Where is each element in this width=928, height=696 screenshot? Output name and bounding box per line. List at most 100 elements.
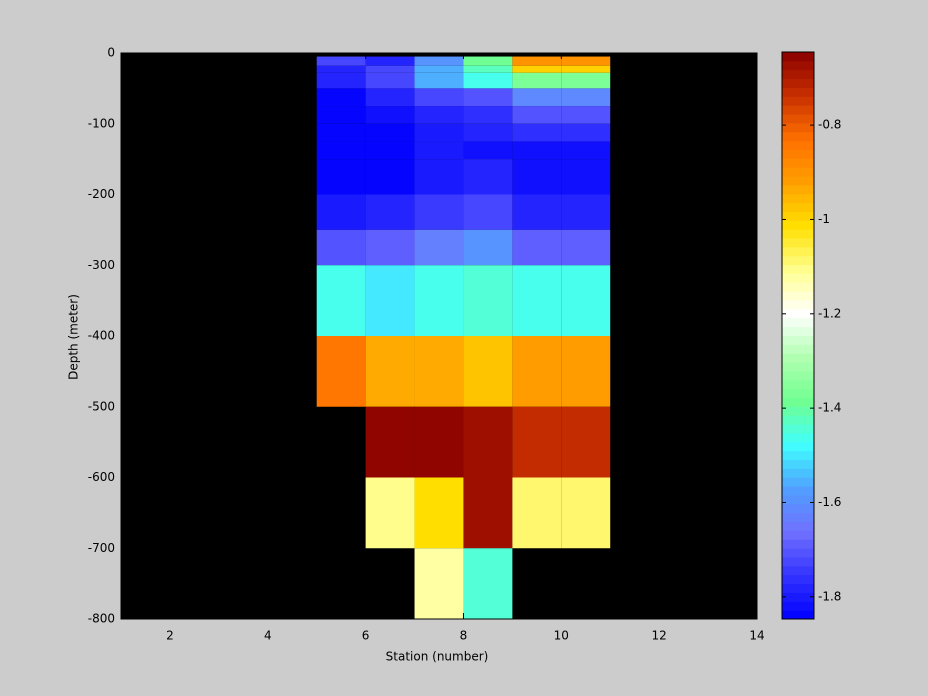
colorbar-tick-label: -1.6 (818, 495, 841, 509)
colorbar-band (782, 52, 814, 62)
heatmap-cell (463, 477, 513, 549)
colorbar-band (782, 69, 814, 80)
colorbar-band (782, 255, 814, 266)
heatmap-cell (316, 88, 366, 107)
heatmap-cell (414, 88, 464, 107)
colorbar-band (782, 512, 814, 523)
heatmap-cell (561, 229, 611, 266)
x-tick-label: 10 (554, 629, 569, 643)
colorbar-band (782, 583, 814, 593)
heatmap-cell (463, 56, 513, 66)
colorbar-band (782, 468, 814, 478)
heatmap-cell (365, 106, 415, 124)
heatmap-cell (512, 229, 562, 266)
colorbar-band (782, 264, 814, 274)
colorbar-band (782, 503, 814, 514)
y-tick-label: -800 (88, 612, 115, 626)
heatmap-cell (512, 72, 562, 89)
colorbar-band (782, 131, 814, 142)
colorbar-band (782, 477, 814, 487)
y-tick-label: -100 (88, 116, 115, 130)
heatmap-cell (365, 229, 415, 266)
colorbar-band (782, 370, 814, 381)
heatmap-cell (463, 229, 513, 266)
heatmap-cell (316, 106, 366, 124)
colorbar-band (782, 229, 814, 239)
colorbar-band (782, 317, 814, 328)
heatmap-cell (463, 88, 513, 107)
colorbar-band (782, 158, 814, 168)
heatmap-cell (365, 406, 415, 478)
colorbar-band (782, 415, 814, 425)
colorbar-band (782, 441, 814, 452)
heatmap-cell (512, 123, 562, 142)
colorbar-band (782, 140, 814, 150)
y-tick-label: -700 (88, 541, 115, 555)
colorbar-band (782, 344, 814, 354)
colorbar-band (782, 592, 814, 602)
colorbar-frame (781, 51, 815, 620)
colorbar-tick-label: -0.8 (818, 118, 841, 132)
heatmap-cell (463, 65, 513, 73)
heatmap-cell (512, 265, 562, 336)
colorbar-band (782, 565, 814, 576)
colorbar-band (782, 211, 814, 221)
colorbar-band (782, 494, 814, 505)
heatmap-cell (561, 72, 611, 89)
colorbar-band (782, 176, 814, 186)
colorbar-band (782, 282, 814, 292)
x-tick-label: 6 (362, 629, 370, 643)
heatmap-cell (365, 141, 415, 160)
colorbar-band (782, 96, 814, 106)
colorbar-band (782, 184, 814, 195)
heatmap-cell (463, 194, 513, 230)
colorbar-band (782, 60, 814, 71)
x-tick-label: 2 (166, 629, 174, 643)
heatmap-cell (512, 65, 562, 73)
colorbar-band (782, 114, 814, 124)
colorbar-tick-label: -1.2 (818, 306, 841, 320)
colorbar-band (782, 521, 814, 531)
colorbar-band (782, 388, 814, 399)
colorbar-band (782, 601, 814, 611)
colorbar-band (782, 300, 814, 310)
colorbar-band (782, 326, 814, 336)
colorbar-band (782, 397, 814, 407)
colorbar-band (782, 335, 814, 345)
heatmap-cell (561, 265, 611, 336)
colorbar-band (782, 202, 814, 212)
colorbar-band (782, 556, 814, 567)
colorbar-band (782, 353, 814, 363)
colorbar-band (782, 308, 814, 319)
heatmap-cell (316, 56, 366, 66)
heatmap-cell (316, 65, 366, 73)
heatmap-cell (414, 265, 464, 336)
heatmap-cell (463, 336, 513, 407)
heatmap-cell (561, 56, 611, 66)
colorbar-band (782, 87, 814, 97)
colorbar-band (782, 424, 814, 434)
y-tick-label: -600 (88, 470, 115, 484)
colorbar-tick-label: -1.4 (818, 401, 841, 415)
heatmap-cell (561, 141, 611, 160)
x-tick-label: 12 (652, 629, 667, 643)
heatmap-cell (414, 229, 464, 266)
heatmap-cell (414, 56, 464, 66)
heatmap-cell (512, 141, 562, 160)
colorbar-band (782, 432, 814, 443)
heatmap-cell (365, 123, 415, 142)
heatmap-cell (561, 336, 611, 407)
heatmap-cell (463, 265, 513, 336)
heatmap-cell (463, 141, 513, 160)
heatmap-cell (463, 106, 513, 124)
colorbar-band (782, 574, 814, 585)
y-tick-label: -200 (88, 187, 115, 201)
colorbar-band (782, 530, 814, 540)
heatmap-cell (316, 141, 366, 160)
x-tick-label: 4 (264, 629, 272, 643)
heatmap-cell (561, 406, 611, 478)
colorbar-band (782, 149, 814, 159)
colorbar-band (782, 273, 814, 283)
heatmap-cell (561, 159, 611, 195)
